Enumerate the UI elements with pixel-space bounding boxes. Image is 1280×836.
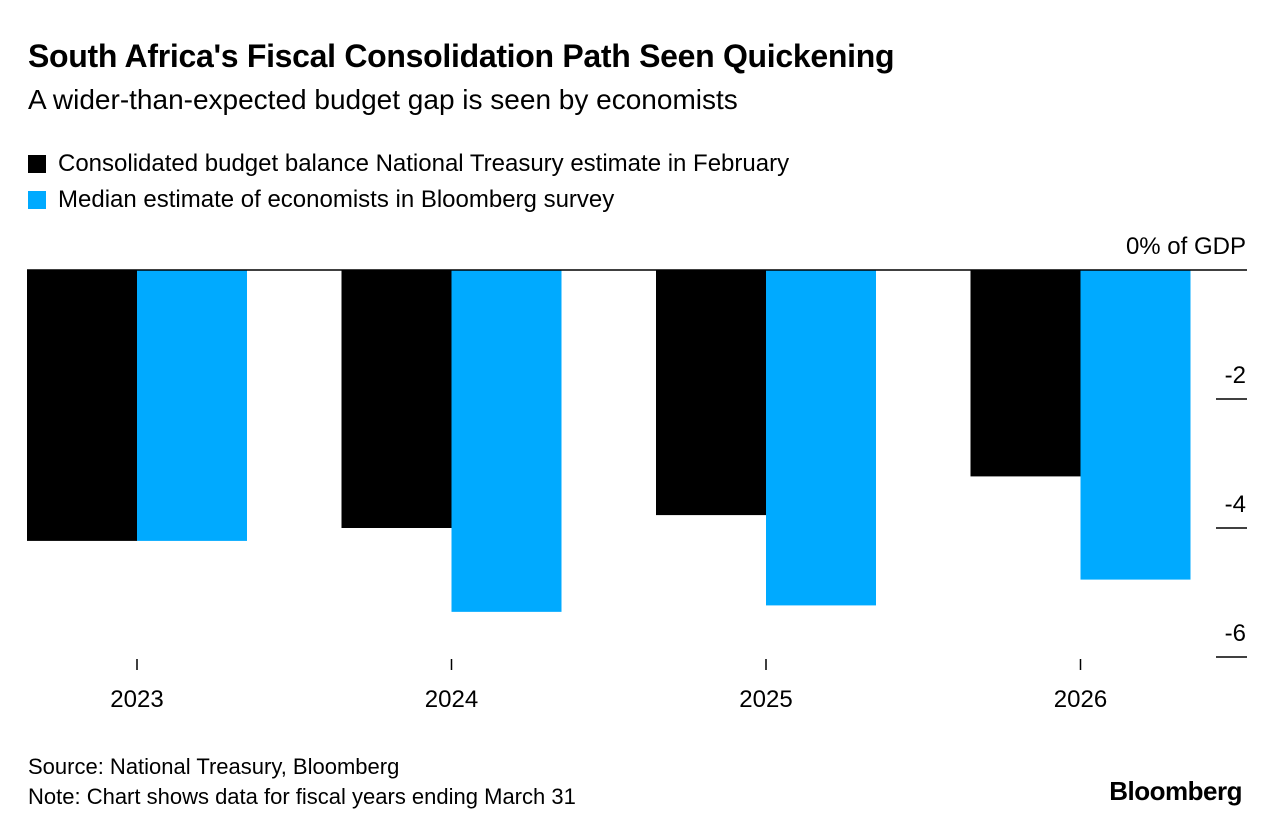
bar-economists-2026 <box>1080 270 1191 580</box>
y-tick-label--4: -4 <box>1225 491 1246 518</box>
x-tick-label-2025: 2025 <box>739 686 792 713</box>
bar-treasury-2025 <box>656 270 766 516</box>
legend-swatch-treasury <box>28 155 46 173</box>
x-tick-label-2026: 2026 <box>1054 686 1107 713</box>
bar-treasury-2024 <box>341 270 452 528</box>
y-tick-label--6: -6 <box>1225 620 1246 647</box>
source-text: Source: National Treasury, Bloomberg <box>28 754 400 779</box>
y-tick-label-0: 0% of GDP <box>1126 233 1246 260</box>
legend-label-treasury: Consolidated budget balance National Tre… <box>58 150 790 177</box>
note-text: Note: Chart shows data for fiscal years … <box>28 784 576 809</box>
bar-treasury-2026 <box>970 270 1081 477</box>
chart-subtitle: A wider-than-expected budget gap is seen… <box>28 84 738 115</box>
legend: Consolidated budget balance National Tre… <box>28 146 789 218</box>
bar-treasury-2023 <box>27 270 137 541</box>
x-tick-label-2023: 2023 <box>110 686 163 713</box>
legend-item-economists: Median estimate of economists in Bloombe… <box>28 182 789 218</box>
bar-economists-2025 <box>766 270 876 606</box>
chart-title: South Africa's Fiscal Consolidation Path… <box>28 38 895 74</box>
bar-economists-2023 <box>137 270 247 541</box>
footer: Source: National Treasury, Bloomberg Not… <box>28 752 576 812</box>
y-tick-label--2: -2 <box>1225 362 1246 389</box>
legend-swatch-economists <box>28 191 46 209</box>
legend-item-treasury: Consolidated budget balance National Tre… <box>28 146 789 182</box>
x-tick-label-2024: 2024 <box>425 686 478 713</box>
bloomberg-logo: Bloomberg <box>1109 776 1242 806</box>
legend-label-economists: Median estimate of economists in Bloombe… <box>58 186 615 213</box>
bar-economists-2024 <box>451 270 562 612</box>
